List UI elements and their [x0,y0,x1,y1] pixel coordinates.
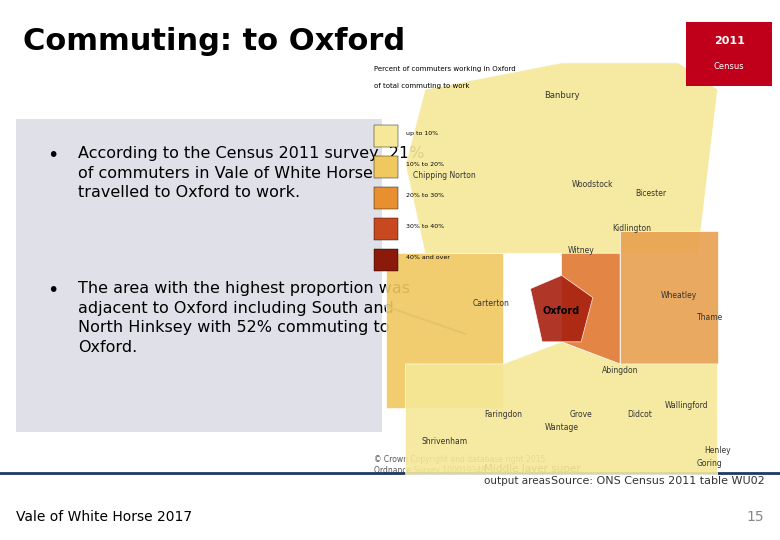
Text: •: • [47,281,58,300]
Text: Census: Census [714,63,745,71]
Bar [374,156,398,178]
Text: 30% to 40%: 30% to 40% [406,224,444,229]
Text: Wheatley: Wheatley [661,291,697,300]
Text: Didcot: Didcot [627,410,652,419]
Text: Banbury: Banbury [544,91,580,100]
Text: Kidlington: Kidlington [612,224,651,233]
Text: According to the Census 2011 survey, 21%
of commuters in Vale of White Horse
tra: According to the Census 2011 survey, 21%… [78,146,424,200]
Bar [374,218,398,240]
Text: 40% and over: 40% and over [406,255,449,260]
Text: Bicester: Bicester [636,188,667,198]
Text: Henley: Henley [704,446,731,455]
Bar [374,125,398,147]
Text: Vale of White Horse 2017: Vale of White Horse 2017 [16,510,192,524]
Text: Wallingford: Wallingford [665,401,708,410]
Bar [374,187,398,209]
Text: Commuting: to Oxford: Commuting: to Oxford [23,27,406,56]
Text: Chipping Norton: Chipping Norton [413,171,476,180]
FancyBboxPatch shape [16,119,382,432]
Text: Grove: Grove [569,410,593,419]
Text: 2011: 2011 [714,36,745,46]
Bar [374,249,398,271]
Text: © Crown Copyright and database right 2015.
Ordnance Survey 100019348.: © Crown Copyright and database right 201… [374,455,548,475]
Polygon shape [562,253,620,364]
Text: Goring: Goring [697,459,723,468]
Text: 20% to 30%: 20% to 30% [406,193,444,198]
Text: Source: ONS Census 2011 table WU02: Source: ONS Census 2011 table WU02 [551,476,764,486]
Polygon shape [406,63,718,253]
FancyBboxPatch shape [686,22,772,86]
Text: Witney: Witney [568,246,594,255]
Polygon shape [386,253,503,408]
Text: Abingdon: Abingdon [602,366,638,375]
Text: Wantage: Wantage [544,423,579,433]
Text: Middle layer super
output areas: Middle layer super output areas [484,464,580,486]
Text: The area with the highest proportion was
adjacent to Oxford including South and
: The area with the highest proportion was… [78,281,410,355]
Text: Woodstock: Woodstock [572,180,614,189]
Polygon shape [406,342,718,475]
Text: 15: 15 [746,510,764,524]
Text: Percent of commuters working in Oxford: Percent of commuters working in Oxford [374,66,516,72]
Text: 10% to 20%: 10% to 20% [406,162,444,167]
Text: Faringdon: Faringdon [484,410,522,419]
Text: Oxford: Oxford [543,306,580,316]
Polygon shape [620,231,718,364]
Text: Shrivenham: Shrivenham [421,437,468,445]
Polygon shape [530,275,593,342]
Text: Carterton: Carterton [473,299,510,308]
Text: of total commuting to work: of total commuting to work [374,83,470,90]
Text: up to 10%: up to 10% [406,131,438,136]
Text: Thame: Thame [697,313,723,322]
Text: •: • [47,146,58,165]
